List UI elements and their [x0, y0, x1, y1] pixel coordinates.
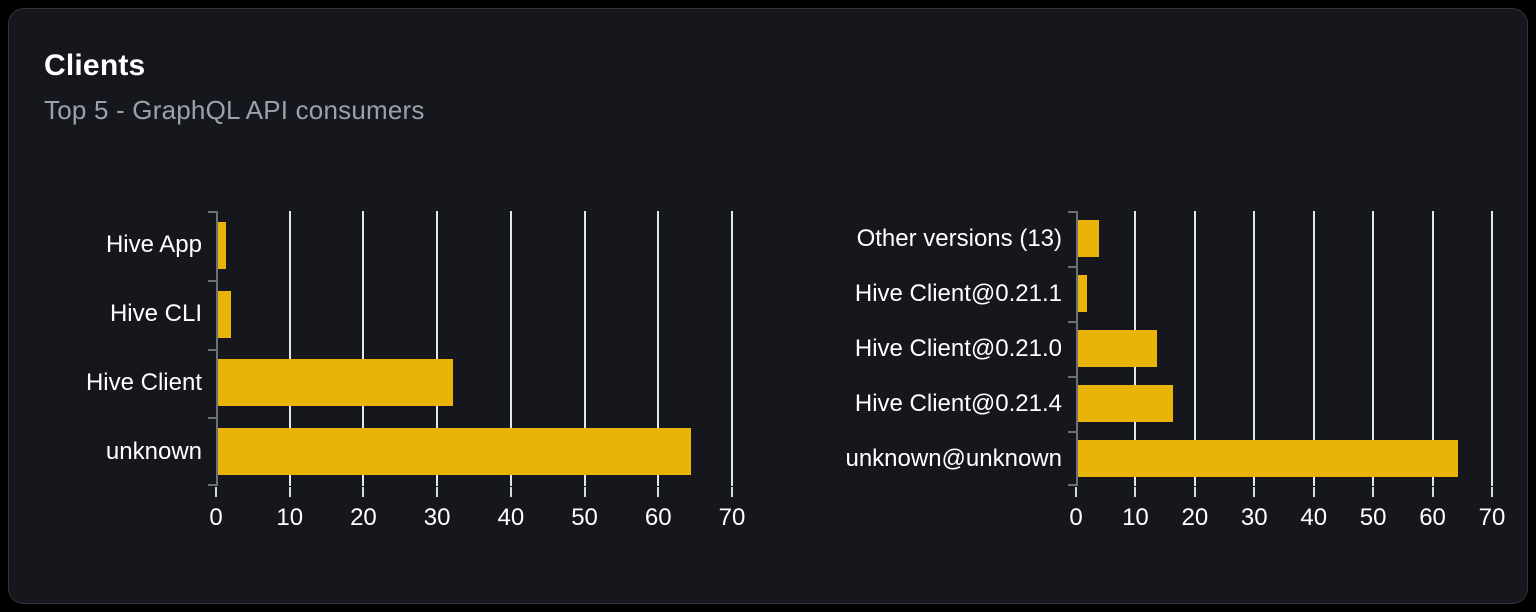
- gridline: [436, 211, 439, 486]
- y-axis-tick: [208, 417, 216, 420]
- clients-by-name-chart: Hive App Hive CLI Hive Client unknown 0 10 20 3…: [86, 211, 745, 531]
- bar[interactable]: [1076, 440, 1458, 477]
- x-axis-tick-label: 20: [1181, 504, 1209, 531]
- x-axis-tick: [1193, 487, 1196, 497]
- bar[interactable]: [216, 222, 226, 269]
- gridline: [362, 211, 365, 486]
- x-axis-tick: [436, 487, 439, 497]
- y-axis-tick: [208, 279, 216, 282]
- x-axis-tick: [1372, 487, 1375, 497]
- x-axis-tick-label: 10: [1122, 504, 1149, 531]
- bar[interactable]: [216, 291, 231, 338]
- y-axis-tick: [208, 348, 216, 351]
- bar[interactable]: [216, 428, 691, 475]
- x-axis-tick: [288, 487, 291, 497]
- y-axis-category-label: unknown@unknown: [845, 444, 1062, 472]
- x-axis-tick-label: 0: [209, 504, 223, 531]
- gridline: [657, 211, 660, 486]
- x-axis-tick: [1253, 487, 1256, 497]
- x-axis-tick: [1431, 487, 1434, 497]
- card-subtitle: Top 5 - GraphQL API consumers: [44, 95, 425, 125]
- y-axis-tick: [1068, 376, 1076, 378]
- x-axis-tick: [362, 487, 365, 497]
- y-axis-tick: [208, 211, 216, 213]
- x-axis-tick-label: 70: [1478, 504, 1506, 531]
- x-axis-tick-label: 50: [1359, 504, 1387, 531]
- x-axis-tick-label: 40: [497, 504, 525, 531]
- x-axis-tick-label: 60: [1419, 504, 1446, 531]
- bar[interactable]: [1076, 220, 1099, 257]
- y-axis-tick: [208, 484, 216, 486]
- x-axis-tick-label: 70: [718, 504, 746, 531]
- bar[interactable]: [1076, 330, 1157, 367]
- y-axis-category-label: Hive CLI: [109, 300, 202, 328]
- y-axis-category-label: Hive App: [105, 231, 202, 259]
- x-axis-tick: [657, 487, 660, 497]
- y-axis-line: [1076, 211, 1078, 486]
- gridline: [288, 211, 291, 486]
- bar[interactable]: [1076, 275, 1087, 312]
- y-axis-category-label: Hive Client: [85, 368, 202, 396]
- x-axis-tick: [1312, 487, 1315, 497]
- x-axis-tick-label: 10: [276, 504, 304, 531]
- x-axis-tick: [509, 487, 512, 497]
- y-axis-line: [216, 211, 218, 486]
- x-axis-tick: [1491, 487, 1493, 497]
- x-axis-tick: [1075, 487, 1077, 497]
- gridline: [1312, 211, 1315, 486]
- clients-card: Clients Top 5 - GraphQL API consumers Hi…: [8, 8, 1528, 604]
- y-axis-category-label: Hive Client@0.21.4: [854, 389, 1062, 417]
- y-axis-tick: [1068, 431, 1076, 433]
- y-axis-category-label: Other versions (13): [856, 224, 1062, 252]
- y-axis-category-label: unknown: [105, 437, 202, 465]
- gridline: [1372, 211, 1375, 486]
- bar[interactable]: [216, 359, 453, 406]
- gridline: [731, 211, 733, 486]
- y-axis-category-label: Hive Client@0.21.1: [854, 279, 1062, 307]
- x-axis-tick: [215, 487, 217, 497]
- bar[interactable]: [1076, 385, 1173, 422]
- y-axis-category-label: Hive Client@0.21.0: [854, 334, 1062, 362]
- y-axis-tick: [1068, 321, 1076, 323]
- gridline: [1193, 211, 1196, 486]
- gridline: [1431, 211, 1434, 486]
- gridline: [1253, 211, 1256, 486]
- y-axis-tick: [1068, 266, 1076, 268]
- gridline: [509, 211, 512, 486]
- clients-by-version-chart: Other versions (13) Hive Client@0.21.1 Hiv…: [845, 211, 1505, 531]
- x-axis-tick: [1134, 487, 1137, 497]
- x-axis-tick-label: 60: [644, 504, 672, 531]
- x-axis-tick-label: 50: [571, 504, 598, 531]
- x-axis-tick: [731, 487, 733, 497]
- y-axis-tick: [1068, 211, 1076, 213]
- gridline: [1491, 211, 1493, 486]
- x-axis-tick: [583, 487, 586, 497]
- x-axis-tick-label: 30: [1240, 504, 1268, 531]
- x-axis-tick-label: 20: [350, 504, 377, 531]
- card-title: Clients: [44, 49, 146, 82]
- gridline: [583, 211, 586, 486]
- y-axis-tick: [1068, 484, 1076, 486]
- x-axis-tick-label: 40: [1300, 504, 1328, 531]
- x-axis-tick-label: 30: [423, 504, 451, 531]
- x-axis-tick-label: 0: [1069, 504, 1083, 531]
